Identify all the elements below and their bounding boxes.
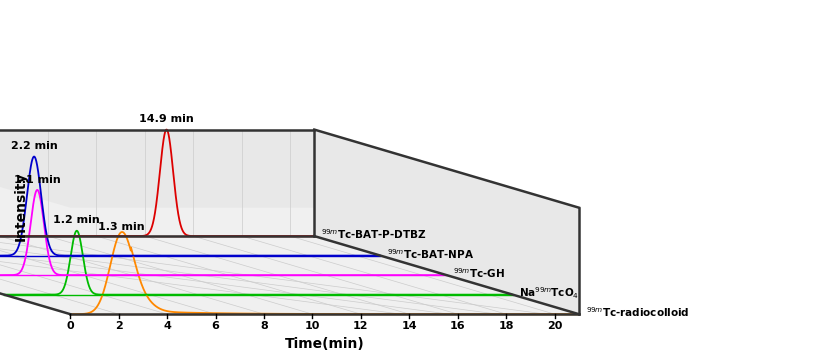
Text: 4: 4 (163, 321, 171, 331)
Polygon shape (314, 130, 579, 314)
Polygon shape (0, 130, 579, 208)
Polygon shape (0, 236, 579, 314)
Text: $^{99m}$Tc-BAT-NPA: $^{99m}$Tc-BAT-NPA (387, 247, 474, 261)
Text: 1.2 min: 1.2 min (54, 215, 100, 225)
Text: 20: 20 (547, 321, 562, 331)
Text: Time(min): Time(min) (284, 337, 365, 351)
Text: $^{99m}$Tc-GH: $^{99m}$Tc-GH (453, 267, 505, 280)
Text: 10: 10 (305, 321, 320, 331)
Text: $^{99m}$Tc-radiocolloid: $^{99m}$Tc-radiocolloid (586, 306, 689, 319)
Text: 14: 14 (402, 321, 417, 331)
Text: $^{99m}$Tc-BAT-P-DTBZ: $^{99m}$Tc-BAT-P-DTBZ (321, 228, 427, 241)
Text: Na$^{99m}$TcO$_4$: Na$^{99m}$TcO$_4$ (519, 285, 580, 301)
Polygon shape (0, 130, 314, 236)
Text: 2: 2 (115, 321, 122, 331)
Text: 1.1 min: 1.1 min (14, 175, 60, 185)
Text: 0: 0 (66, 321, 74, 331)
Text: 14.9 min: 14.9 min (139, 114, 194, 124)
Text: 18: 18 (499, 321, 514, 331)
Text: 1.3 min: 1.3 min (98, 222, 145, 232)
Text: 8: 8 (261, 321, 268, 331)
Text: 6: 6 (212, 321, 219, 331)
Text: 12: 12 (353, 321, 369, 331)
Text: 2.2 min: 2.2 min (11, 141, 57, 151)
Text: Intensity: Intensity (14, 171, 27, 241)
Text: 16: 16 (450, 321, 466, 331)
